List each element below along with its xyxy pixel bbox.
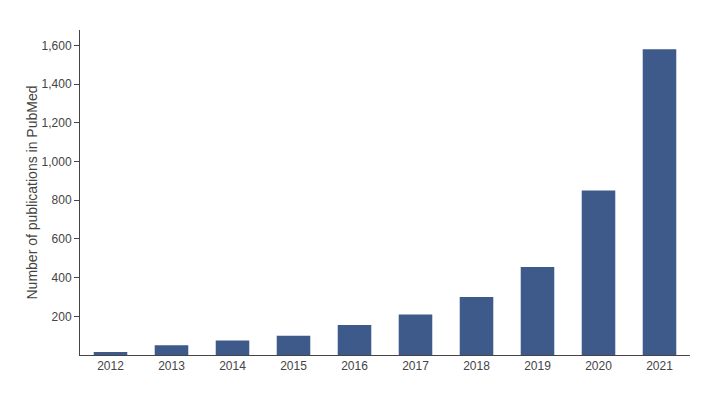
svg-text:400: 400 [52,271,72,285]
svg-text:2019: 2019 [524,359,551,373]
svg-text:2017: 2017 [402,359,429,373]
svg-text:2018: 2018 [463,359,490,373]
svg-text:Number of publications in PubM: Number of publications in PubMed [24,85,40,299]
svg-text:2013: 2013 [158,359,185,373]
svg-text:2021: 2021 [646,359,673,373]
svg-text:2015: 2015 [280,359,307,373]
svg-text:200: 200 [52,310,72,324]
svg-text:1,600: 1,600 [42,39,72,53]
svg-text:1,400: 1,400 [42,77,72,91]
svg-text:2012: 2012 [97,359,124,373]
svg-text:800: 800 [52,193,72,207]
svg-text:2020: 2020 [585,359,612,373]
svg-text:2016: 2016 [341,359,368,373]
svg-text:2014: 2014 [219,359,246,373]
svg-text:1,200: 1,200 [42,116,72,130]
svg-text:1,000: 1,000 [42,155,72,169]
svg-text:600: 600 [52,232,72,246]
